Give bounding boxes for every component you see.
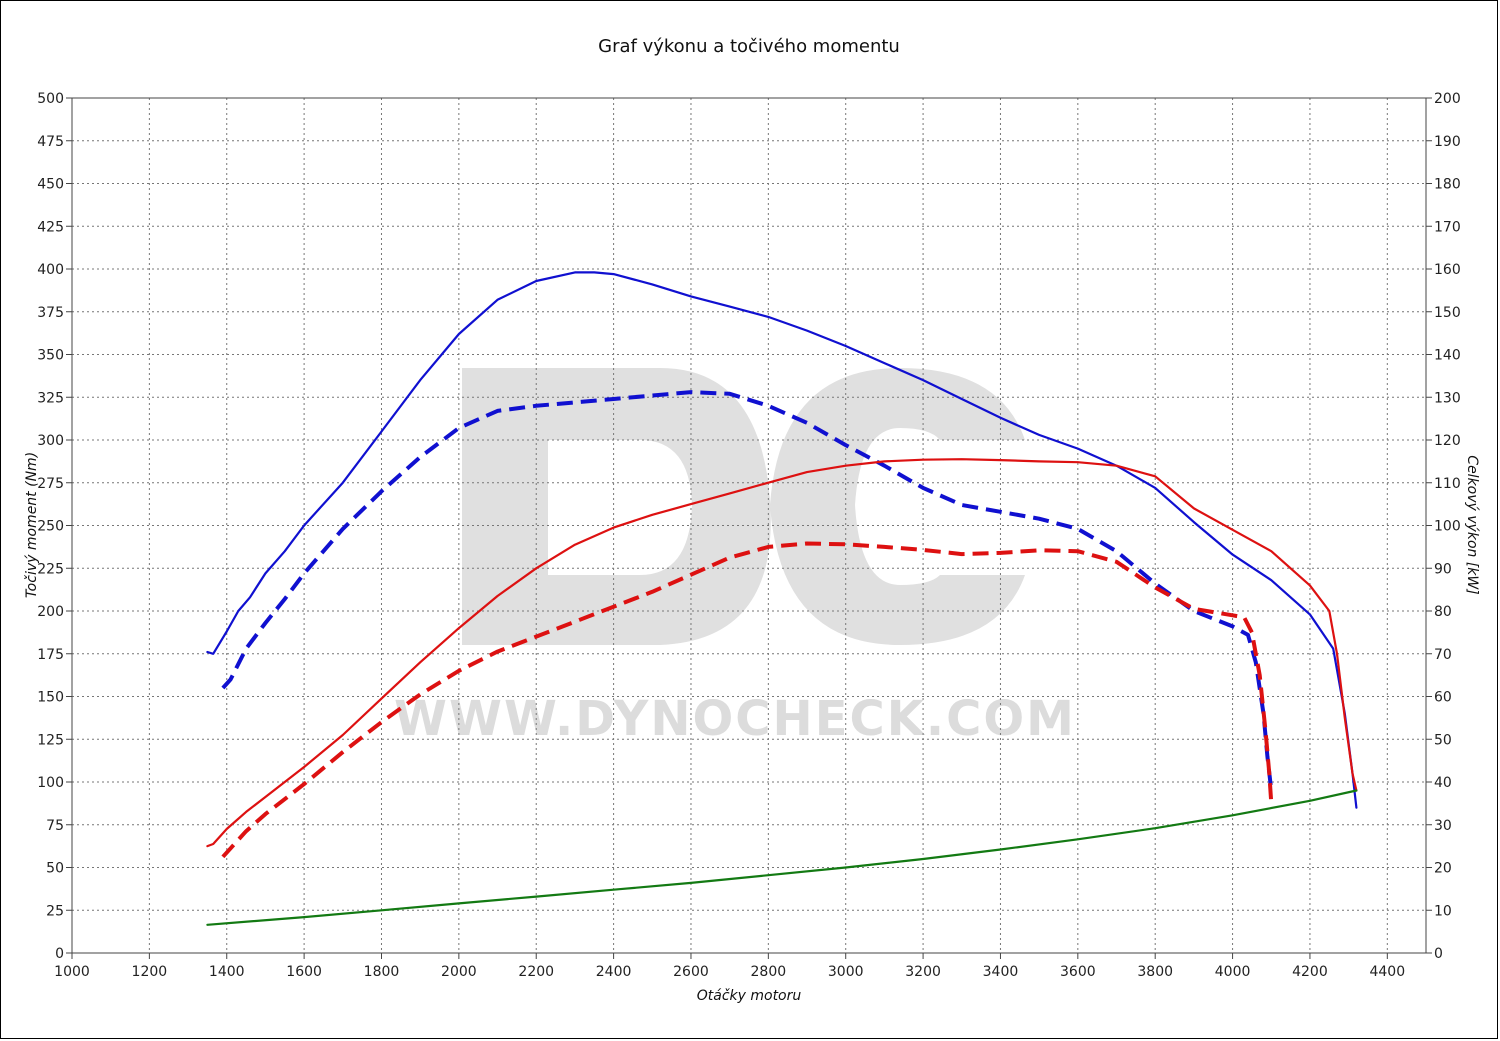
series-power-stock — [221, 541, 1274, 859]
chart-title: Graf výkonu a točivého momentu — [598, 36, 900, 57]
y-tick-label-right: 80 — [1434, 604, 1452, 620]
y-tick-label-right: 30 — [1434, 818, 1452, 834]
x-ticks: 1000 1200 1400 1600 1800 2000 2200 2400 2600 2800… — [54, 953, 1405, 980]
y-tick-label-left: 125 — [37, 732, 64, 748]
y-tick-label-right: 170 — [1434, 219, 1461, 235]
y-tick-label-right: 180 — [1434, 177, 1461, 193]
y-tick-label-left: 225 — [37, 561, 64, 577]
y-tick-label-left: 100 — [37, 775, 64, 791]
y-axis-left-label: Točivý moment (Nm) — [24, 452, 40, 598]
y-ticks-left: 0 25 50 75 100 125 150 175 200 225 250 275 300 325 350… — [37, 91, 72, 962]
plot-border — [71, 97, 1427, 954]
watermark-letter-d — [462, 368, 771, 645]
y-tick-label-right: 160 — [1434, 262, 1461, 278]
y-tick-label-left: 425 — [37, 219, 64, 235]
x-tick-label: 4000 — [1215, 964, 1251, 980]
y-tick-label-right: 100 — [1434, 519, 1461, 535]
y-tick-label-right: 190 — [1434, 134, 1461, 150]
y-tick-label-left: 75 — [46, 818, 64, 834]
y-tick-label-right: 10 — [1434, 903, 1452, 919]
x-axis-label: Otáčky motoru — [697, 988, 802, 1004]
series-group — [206, 271, 1358, 926]
watermark-logo: WWW.DYNOCHECK.COM — [394, 368, 1076, 747]
x-tick-label: 2400 — [596, 964, 632, 980]
y-tick-label-left: 325 — [37, 390, 64, 406]
x-tick-label: 3200 — [905, 964, 941, 980]
watermark-letter-c — [770, 368, 1025, 645]
y-tick-label-right: 70 — [1434, 647, 1452, 663]
x-tick-label: 2000 — [441, 964, 477, 980]
y-tick-label-left: 175 — [37, 647, 64, 663]
y-axis-right-label: Celkový výkon [kW] — [1464, 455, 1480, 594]
y-tick-label-right: 200 — [1434, 91, 1461, 107]
series-loss-power — [206, 789, 1358, 926]
series-power-tuned — [206, 458, 1358, 848]
y-tick-label-left: 500 — [37, 91, 64, 107]
x-tick-label: 3400 — [983, 964, 1019, 980]
y-tick-label-right: 60 — [1434, 690, 1452, 706]
y-tick-label-right: 40 — [1434, 775, 1452, 791]
y-tick-label-left: 375 — [37, 305, 64, 321]
y-tick-label-left: 150 — [37, 690, 64, 706]
y-tick-label-left: 0 — [55, 946, 64, 962]
y-tick-label-right: 0 — [1434, 946, 1443, 962]
y-tick-label-left: 400 — [37, 262, 64, 278]
y-tick-label-left: 350 — [37, 348, 64, 364]
y-tick-label-right: 90 — [1434, 561, 1452, 577]
y-tick-label-right: 120 — [1434, 433, 1461, 449]
y-tick-label-right: 130 — [1434, 390, 1461, 406]
series-torque-stock — [221, 390, 1274, 791]
x-tick-label: 1000 — [54, 964, 90, 980]
x-tick-label: 4400 — [1369, 964, 1405, 980]
x-tick-label: 3600 — [1060, 964, 1096, 980]
y-tick-label-right: 140 — [1434, 348, 1461, 364]
x-tick-label: 2200 — [518, 964, 554, 980]
y-tick-label-left: 25 — [46, 903, 64, 919]
y-tick-label-left: 450 — [37, 177, 64, 193]
x-tick-label: 3000 — [828, 964, 864, 980]
x-tick-label: 2800 — [751, 964, 787, 980]
watermark-text: WWW.DYNOCHECK.COM — [394, 691, 1076, 747]
x-tick-label: 1600 — [286, 964, 322, 980]
y-tick-label-left: 475 — [37, 134, 64, 150]
y-tick-label-right: 50 — [1434, 732, 1452, 748]
y-tick-label-left: 50 — [46, 861, 64, 877]
x-tick-label: 1800 — [364, 964, 400, 980]
series-torque-tuned — [206, 271, 1358, 809]
x-tick-label: 1200 — [132, 964, 168, 980]
y-tick-label-left: 300 — [37, 433, 64, 449]
y-tick-label-left: 200 — [37, 604, 64, 620]
x-tick-label: 4200 — [1292, 964, 1328, 980]
x-tick-label: 2600 — [673, 964, 709, 980]
y-tick-label-left: 275 — [37, 476, 64, 492]
x-tick-label: 1400 — [209, 964, 245, 980]
y-tick-label-left: 250 — [37, 519, 64, 535]
y-tick-label-right: 150 — [1434, 305, 1461, 321]
y-tick-label-right: 110 — [1434, 476, 1461, 492]
y-tick-label-right: 20 — [1434, 861, 1452, 877]
y-ticks-right: 0 10 20 30 40 50 60 70 80 90 100 110 120 130 140 150 160… — [1426, 91, 1461, 962]
x-tick-label: 3800 — [1137, 964, 1173, 980]
